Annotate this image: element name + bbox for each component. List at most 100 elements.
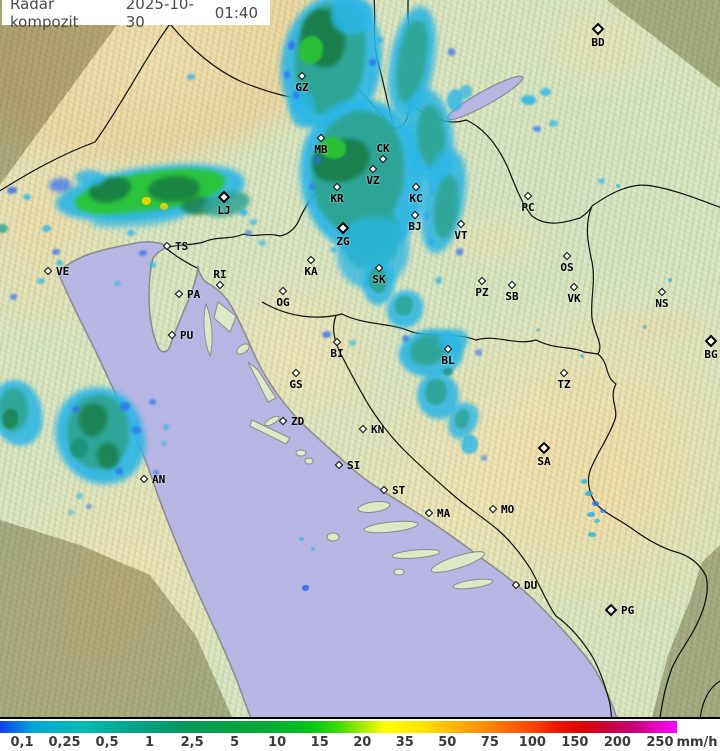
city-label: VZ — [366, 174, 380, 187]
precipitation-blob — [587, 511, 595, 517]
city-diamond-icon — [443, 344, 453, 354]
precipitation-blob — [148, 399, 156, 405]
precipitation-blob — [581, 478, 587, 484]
precipitation-blob — [425, 379, 447, 405]
precipitation-blob — [131, 426, 141, 434]
precipitation-blob — [539, 88, 551, 96]
precipitation-blob — [127, 230, 135, 236]
precipitation-blob — [141, 197, 151, 205]
city-label: BI — [330, 347, 344, 360]
city-diamond-icon — [43, 266, 53, 276]
precipitation-blob — [320, 137, 346, 159]
legend-tick-label: 10 — [268, 735, 287, 750]
city-label: SK — [372, 273, 386, 286]
precipitation-blob — [97, 443, 119, 469]
city-label: RI — [213, 268, 227, 281]
city-diamond-icon — [297, 71, 307, 81]
precipitation-blob — [443, 368, 453, 376]
legend-tick-label: 250 — [646, 735, 674, 750]
precipitation-blob — [41, 224, 51, 232]
precipitation-blob — [313, 156, 321, 164]
precipitation-scale — [0, 721, 677, 733]
city-diamond-icon — [162, 241, 172, 251]
city-label: BD — [591, 36, 605, 49]
legend-tick-label: 200 — [603, 735, 631, 750]
city-label: SI — [347, 459, 361, 472]
precipitation-blob — [0, 223, 8, 233]
city-diamond-icon — [316, 133, 326, 143]
precipitation-blob — [309, 182, 315, 190]
city-diamond-icon — [559, 368, 569, 378]
city-label: SA — [537, 455, 551, 468]
city-label: NS — [655, 297, 669, 310]
city-diamond-icon — [334, 460, 344, 470]
precipitation-blob — [591, 500, 599, 506]
precipitation-blob — [447, 48, 455, 56]
base-map-geography — [0, 0, 720, 717]
city-label: MB — [314, 143, 328, 156]
precipitation-blob — [113, 280, 121, 286]
precipitation-blob — [37, 278, 45, 284]
city-diamond-icon — [167, 330, 177, 340]
city-diamond-icon — [306, 255, 316, 265]
precipitation-blob — [163, 424, 169, 430]
city-label: KA — [304, 265, 318, 278]
city-label: PA — [187, 288, 201, 301]
precipitation-blob — [588, 531, 596, 537]
city-label: VT — [454, 229, 468, 242]
precipitation-blob — [72, 405, 80, 413]
legend-labels: 0,1 0,25 0,5 1 2,5 5 10 15 20 35 50 75 100 150 200 250 m… — [0, 735, 720, 751]
city-label: GS — [289, 378, 303, 391]
legend-tick-label: 100 — [518, 735, 546, 750]
city-label: PZ — [475, 286, 489, 299]
precipitation-blob — [548, 119, 558, 127]
precipitation-blob — [86, 503, 92, 509]
precipitation-blob — [139, 250, 147, 256]
precipitation-blob — [68, 509, 74, 515]
legend-tick-label: 0,5 — [95, 735, 119, 750]
precipitation-blob — [594, 519, 600, 523]
city-diamond-icon — [511, 580, 521, 590]
precipitation-blob — [377, 37, 383, 43]
radar-map: BD GZ MB CK VZ KR KC LJ BJ VT TS PC ZG VE OS KA SK VK NS PA… — [0, 0, 720, 719]
capital-diamond-icon — [336, 221, 350, 235]
city-label: DU — [524, 579, 538, 592]
city-label: PG — [621, 604, 635, 617]
precipitation-blob — [329, 247, 337, 253]
title-date: 2025-10-30 — [125, 0, 194, 31]
precipitation-blob — [75, 170, 105, 186]
city-label: MO — [501, 503, 515, 516]
city-label: VE — [56, 265, 70, 278]
precipitation-blob — [401, 334, 409, 342]
capital-diamond-icon — [604, 603, 618, 617]
precipitation-blob — [434, 276, 442, 284]
precipitation-blob — [321, 330, 331, 338]
city-label: MA — [437, 507, 451, 520]
city-diamond-icon — [174, 289, 184, 299]
precipitation-blob — [249, 219, 257, 225]
city-label: CK — [376, 142, 390, 155]
city-label: GZ — [295, 81, 309, 94]
city-diamond-icon — [477, 276, 487, 286]
city-label: BL — [441, 354, 455, 367]
city-label: PC — [521, 201, 535, 214]
city-diamond-icon — [410, 210, 420, 220]
city-diamond-icon — [139, 474, 149, 484]
legend-tick-label: 5 — [230, 735, 240, 750]
city-label: ZD — [291, 415, 305, 428]
legend-tick-label: 0,1 — [10, 735, 34, 750]
precipitation-blob — [244, 230, 252, 236]
precipitation-blob — [2, 409, 18, 429]
city-diamond-icon — [456, 219, 466, 229]
precipitation-blob — [368, 58, 376, 66]
city-label: KN — [371, 423, 385, 436]
precipitation-blob — [643, 325, 647, 329]
precipitation-blob — [520, 95, 536, 105]
city-label: TS — [175, 240, 189, 253]
precipitation-blob — [52, 249, 60, 255]
precipitation-blob — [395, 296, 413, 316]
city-label: KC — [409, 192, 423, 205]
city-diamond-icon — [657, 287, 667, 297]
precipitation-blob — [597, 178, 605, 184]
city-diamond-icon — [488, 504, 498, 514]
